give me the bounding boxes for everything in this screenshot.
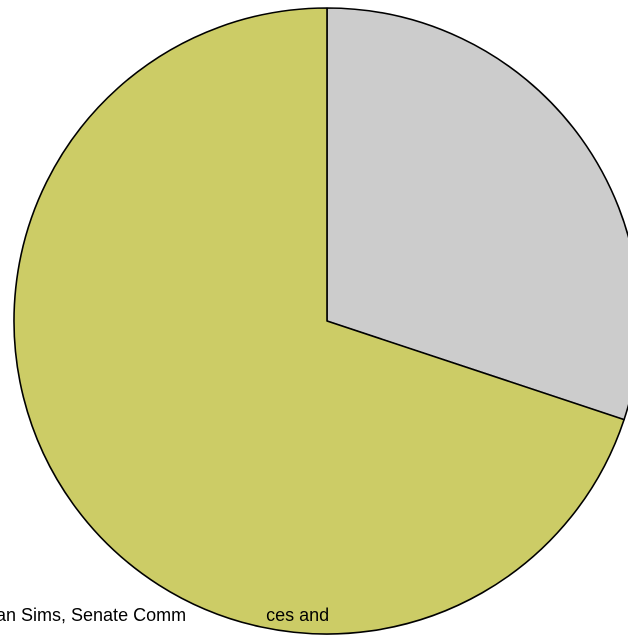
caption-left-text: an Sims, Senate Comm — [0, 605, 187, 625]
pie-slice-1 — [326, 7, 628, 421]
pie-slices — [13, 7, 628, 635]
caption-text: an Sims, Senate Comm ces and — [0, 605, 329, 626]
pie-slice-2 — [13, 7, 625, 635]
caption-right-text: ces and — [266, 605, 330, 625]
